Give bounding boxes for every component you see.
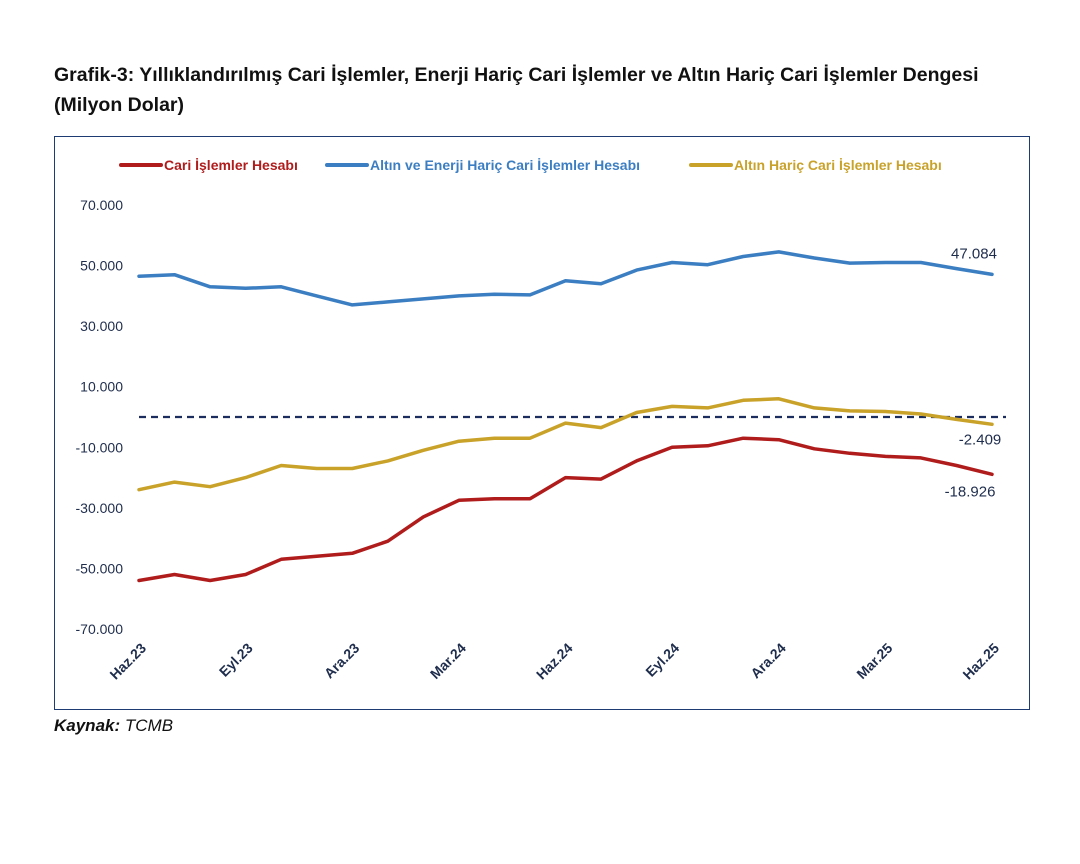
x-tick-label: Eyl.23 [216, 640, 256, 680]
legend-label-3: Altın Hariç Cari İşlemler Hesabı [734, 157, 942, 173]
x-tick-label: Ara.24 [747, 640, 789, 682]
chart-frame: 70.000 50.000 30.000 10.000 -10.000 -30.000 -5… [54, 136, 1030, 710]
x-tick-label: Mar.24 [427, 640, 469, 682]
x-tick-label: Haz.23 [106, 640, 149, 683]
source-note: Kaynak: TCMB [54, 716, 173, 736]
legend-label-1: Cari İşlemler Hesabı [164, 157, 298, 173]
chart-title: Grafik-3: Yıllıklandırılmış Cari İşlemle… [54, 64, 979, 116]
x-tick-label: Eyl.24 [642, 640, 682, 680]
source-label: Kaynak: [54, 716, 121, 735]
legend-label-2: Altın ve Enerji Hariç Cari İşlemler Hesa… [370, 157, 640, 173]
y-tick-label: -70.000 [76, 621, 124, 637]
x-tick-label: Haz.24 [533, 640, 576, 683]
line-chart: 70.000 50.000 30.000 10.000 -10.000 -30.000 -5… [76, 157, 1006, 683]
x-tick-label: Haz.25 [959, 640, 1002, 683]
y-tick-label: 70.000 [80, 197, 123, 213]
series-line-3 [137, 397, 994, 492]
y-tick-label: 30.000 [80, 318, 123, 334]
y-tick-label: 50.000 [80, 258, 123, 274]
y-tick-label: -30.000 [76, 500, 124, 516]
series-line-1 [137, 436, 994, 583]
y-tick-label: 10.000 [80, 379, 123, 395]
source-value: TCMB [124, 716, 174, 735]
series-line-2 [137, 250, 994, 307]
x-tick-label: Ara.23 [321, 640, 363, 682]
series-end-label-2: 47.084 [951, 245, 997, 262]
series-end-label-3: -2.409 [959, 431, 1002, 448]
x-tick-label: Mar.25 [853, 640, 895, 682]
series-end-label-1: -18.926 [945, 483, 996, 500]
y-tick-label: -10.000 [76, 439, 124, 455]
y-tick-label: -50.000 [76, 560, 124, 576]
